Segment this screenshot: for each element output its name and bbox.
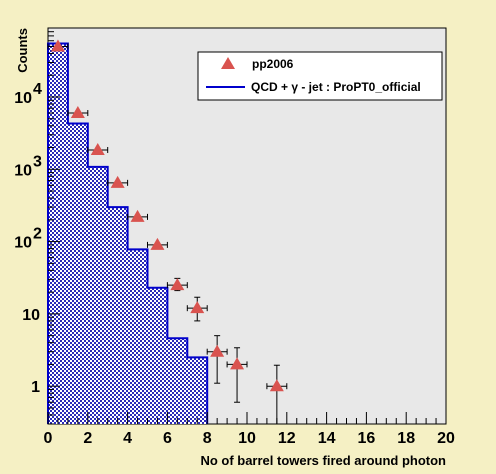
x-tick-label: 10 <box>238 430 256 447</box>
data-point <box>269 379 284 392</box>
legend-label-qcd: QCD + γ - jet : ProPT0_official <box>251 80 421 94</box>
legend: pp2006 QCD + γ - jet : ProPT0_official <box>197 51 443 101</box>
x-tick-label: 8 <box>203 430 212 447</box>
x-tick-label: 4 <box>123 430 132 447</box>
data-point <box>70 106 85 119</box>
data-points-layer <box>47 39 288 425</box>
x-tick-label: 12 <box>278 430 296 447</box>
data-point <box>170 278 185 291</box>
y-tick-label: 10 <box>14 90 32 107</box>
legend-marker-pp2006 <box>221 57 235 69</box>
data-point <box>190 301 205 314</box>
data-point <box>90 142 105 155</box>
x-axis-title: No of barrel towers fired around photon <box>200 453 446 468</box>
data-point <box>50 39 65 52</box>
x-tick-label: 14 <box>318 430 336 447</box>
y-tick-label: 10 <box>22 307 40 324</box>
data-point <box>130 209 145 222</box>
x-tick-label: 0 <box>44 430 53 447</box>
y-tick-exponent: 2 <box>33 226 42 243</box>
data-point <box>150 237 165 250</box>
y-tick-label: 1 <box>31 379 40 396</box>
data-point <box>210 344 225 357</box>
y-tick-label: 10 <box>14 162 32 179</box>
data-point <box>230 357 245 370</box>
x-tick-label: 16 <box>358 430 376 447</box>
legend-label-pp2006: pp2006 <box>252 57 294 71</box>
y-axis-title: Counts <box>15 28 30 73</box>
data-point <box>110 175 125 188</box>
x-tick-label: 6 <box>163 430 172 447</box>
x-tick-label: 18 <box>397 430 415 447</box>
x-tick-label: 2 <box>83 430 92 447</box>
x-tick-label: 20 <box>437 430 455 447</box>
y-tick-label: 10 <box>14 235 32 252</box>
legend-box <box>197 51 443 101</box>
y-tick-exponent: 4 <box>33 81 42 98</box>
y-tick-exponent: 3 <box>33 153 42 170</box>
